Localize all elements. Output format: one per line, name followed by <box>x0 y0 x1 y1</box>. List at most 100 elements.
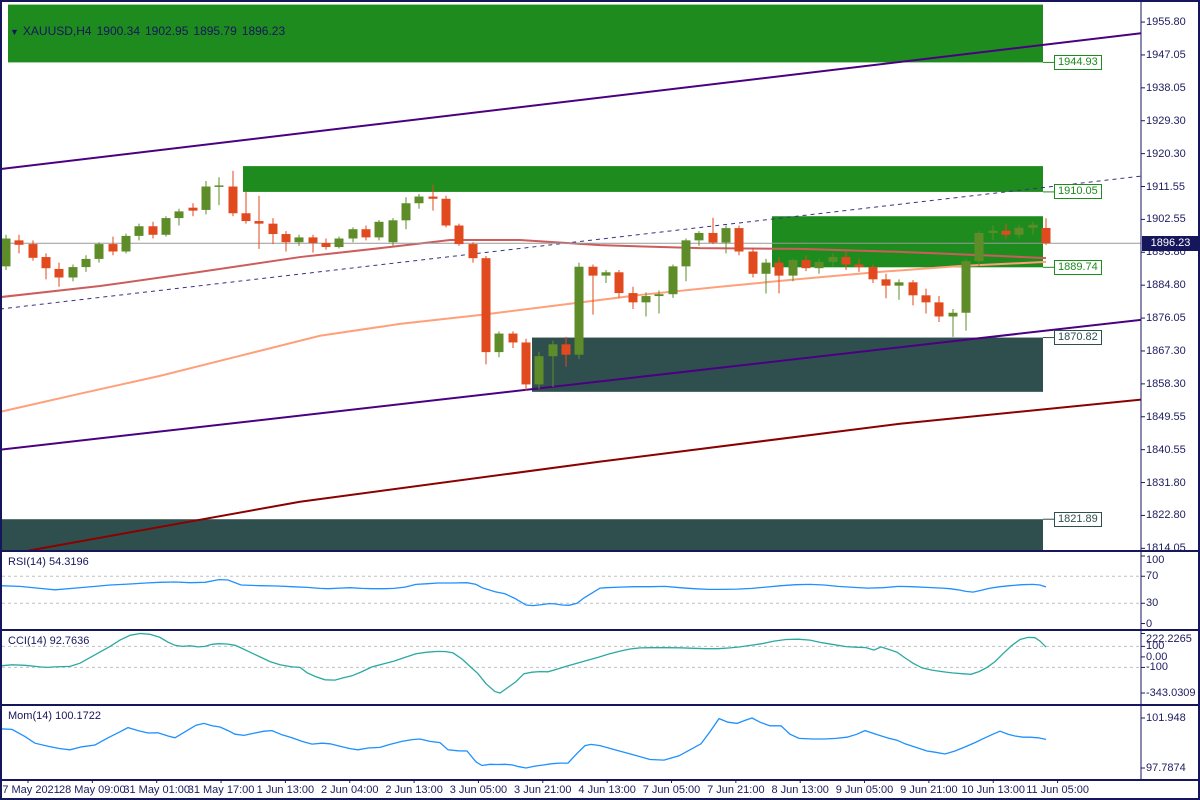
candle-body <box>1028 224 1038 228</box>
candle-body <box>214 185 224 187</box>
candle-body <box>881 279 891 286</box>
candle-body <box>321 242 331 248</box>
candle-body <box>708 232 718 243</box>
candle-body <box>281 234 291 243</box>
rsi-indicator-label: RSI(14) 54.3196 <box>8 556 89 568</box>
lower-channel-line <box>2 318 1141 451</box>
time-axis-label: 2 Jun 13:00 <box>385 784 443 796</box>
rsi-panel[interactable] <box>0 575 1141 607</box>
candle-body <box>814 261 824 269</box>
candle-body <box>934 302 944 317</box>
demand-zone-1 <box>532 337 1043 392</box>
zone-price-label: 1889.74 <box>1054 259 1102 275</box>
price-axis-label: 1858.30 <box>1146 377 1186 390</box>
time-axis-label: 3 Jun 21:00 <box>514 784 572 796</box>
rsi-axis-label: 100 <box>1146 554 1165 566</box>
price-axis-label: 1831.80 <box>1146 476 1186 489</box>
cci-axis-label: 100 <box>1146 640 1165 653</box>
ma-fast <box>2 238 1047 298</box>
candle-body <box>508 333 518 343</box>
chart-dropdown-icon[interactable]: ▼ <box>10 27 19 37</box>
cci-axis-label: -100 <box>1146 661 1169 674</box>
main-plot[interactable] <box>0 4 1141 551</box>
current-price-badge: 1896.23 <box>1142 236 1199 251</box>
mom-panel[interactable] <box>0 717 1047 769</box>
cci-axis-label: 222.2265 <box>1146 633 1192 645</box>
time-axis-label: 9 Jun 21:00 <box>900 784 958 796</box>
candle-body <box>721 228 731 243</box>
time-axis-label: 10 Jun 13:00 <box>961 784 1026 796</box>
candle-body <box>41 257 51 269</box>
candle-body <box>588 266 598 276</box>
candle-body <box>548 344 558 357</box>
cci-axis-label: -343.0309 <box>1146 687 1196 699</box>
candle-body <box>388 220 398 243</box>
time-axis-label: 31 May 01:00 <box>123 784 191 796</box>
candle-body <box>601 272 611 276</box>
candle-body <box>854 264 864 268</box>
time-axis-label: 2 Jun 04:00 <box>321 784 379 796</box>
demand-zone-2 <box>2 519 1043 550</box>
supply-zone-2 <box>243 166 1043 192</box>
candle-body <box>788 260 798 276</box>
candle-body <box>28 244 38 258</box>
upper-channel-line <box>2 32 1141 170</box>
candle-body <box>894 282 904 286</box>
ma-slow <box>2 260 1047 413</box>
mom-indicator-label: Mom(14) 100.1722 <box>8 710 101 722</box>
cci-panel[interactable] <box>0 632 1141 694</box>
candle-body <box>14 240 24 245</box>
candle-body <box>654 294 664 297</box>
candle-body <box>1014 227 1024 235</box>
candle-body <box>254 221 264 224</box>
candle-body <box>828 257 838 262</box>
candle-body <box>961 261 971 313</box>
candle-body <box>481 258 491 353</box>
rsi-axis-label: 0 <box>1146 617 1153 630</box>
candle-body <box>494 333 504 353</box>
ohlc-close: 1896.23 <box>241 24 286 38</box>
candle-body <box>134 226 144 236</box>
candle-body <box>241 213 251 222</box>
time-axis-label: 1 Jun 13:00 <box>256 784 315 796</box>
candle-body <box>308 237 318 243</box>
candle-body <box>174 211 184 219</box>
candle-body <box>574 266 584 355</box>
price-axis-label: 1955.80 <box>1146 16 1186 29</box>
candle-body <box>188 207 198 211</box>
candle-body <box>348 229 358 239</box>
long-term-trendline <box>27 398 1141 550</box>
candle-body <box>534 356 544 385</box>
candle-body <box>161 218 171 235</box>
candle-body <box>334 238 344 248</box>
candle-body <box>908 282 918 296</box>
candle-body <box>628 293 638 303</box>
price-axis-label: 1814.05 <box>1146 542 1186 555</box>
candle-body <box>561 344 571 355</box>
time-axis-label: 3 Jun 05:00 <box>449 784 508 796</box>
candle-body <box>108 244 118 252</box>
price-axis-label: 1920.30 <box>1146 147 1186 160</box>
candle-body <box>81 258 91 268</box>
candle-body <box>2 238 11 267</box>
zone-price-label: 1821.89 <box>1054 511 1102 527</box>
candle-body <box>641 296 651 303</box>
candle-body <box>868 267 878 280</box>
price-axis-label: 1884.80 <box>1146 279 1186 292</box>
time-axis-label: 7 Jun 05:00 <box>642 784 701 796</box>
supply-zone-1 <box>8 4 1043 63</box>
mom-axis-label: 101.948 <box>1146 711 1186 724</box>
price-axis-label: 1938.05 <box>1146 81 1186 94</box>
price-axis-label: 1929.30 <box>1146 114 1186 127</box>
rsi-axis-label: 70 <box>1146 570 1159 583</box>
price-axis-label: 1947.05 <box>1146 48 1186 61</box>
supply-zone-3 <box>772 216 1043 268</box>
candle-body <box>801 260 811 269</box>
candle-body <box>468 244 478 259</box>
candle-body <box>94 244 104 259</box>
candle-body <box>614 272 624 294</box>
candle-body <box>521 342 531 385</box>
cci-indicator-label: CCI(14) 92.7636 <box>8 635 90 647</box>
